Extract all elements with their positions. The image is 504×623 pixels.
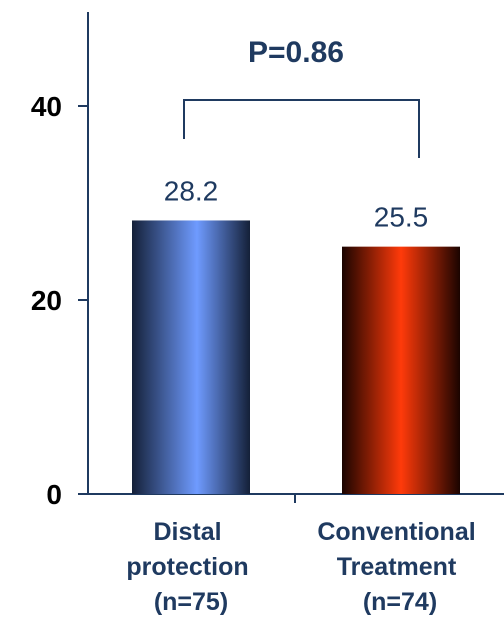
data-label-distal: 28.2: [164, 175, 219, 206]
bar-conventional-treatment: [342, 246, 460, 494]
data-label-conventional: 25.5: [374, 202, 429, 233]
y-tick-label: 40: [31, 91, 62, 122]
bar-distal-protection: [132, 220, 250, 494]
y-tick-label: 0: [46, 479, 62, 510]
significance-bracket: [183, 99, 420, 158]
p-value-annotation: P=0.86: [248, 36, 344, 69]
y-tick-label: 20: [31, 285, 62, 316]
category-label-distal: Distal protection (n=75): [126, 518, 255, 616]
category-label-conventional: Conventional Treatment (n=74): [317, 518, 482, 616]
